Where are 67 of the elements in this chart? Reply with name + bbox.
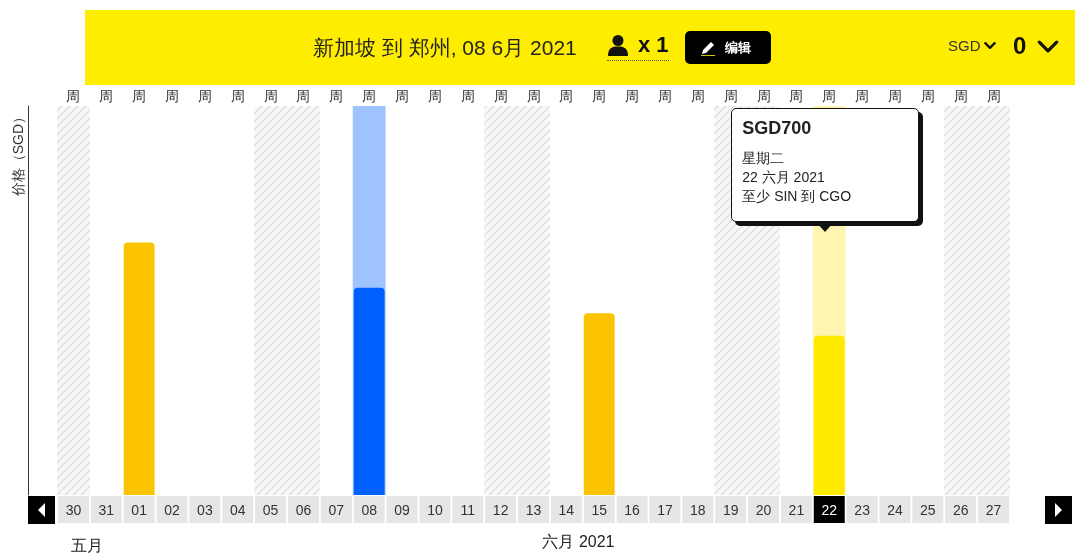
text: 周 bbox=[559, 88, 574, 104]
x-tick-label: 11 bbox=[460, 501, 476, 518]
x-tick-label: 27 bbox=[985, 501, 1002, 518]
text: 周 bbox=[230, 88, 245, 104]
x-tick-label: 12 bbox=[492, 501, 509, 518]
chart-title: 新加坡 到 郑州, 08 6月 2021 bbox=[313, 36, 577, 59]
x-tick-label: 07 bbox=[328, 501, 345, 518]
x-tick-label: 04 bbox=[229, 501, 246, 518]
x-tick-label: 16 bbox=[624, 501, 641, 518]
text: 周 bbox=[592, 88, 607, 104]
x-tick-label: 19 bbox=[722, 501, 739, 518]
text: 五月 bbox=[71, 536, 103, 556]
x-tick-label: 13 bbox=[525, 501, 542, 518]
text: 周 bbox=[526, 88, 541, 104]
x-tick-label: 30 bbox=[65, 501, 82, 518]
text: 周 bbox=[460, 88, 475, 104]
text: 周 bbox=[362, 88, 377, 104]
x-tick-label: 01 bbox=[131, 501, 148, 518]
text: 周 bbox=[887, 88, 902, 104]
x-tick-label: 09 bbox=[394, 501, 411, 518]
x-tick-label: 24 bbox=[887, 501, 903, 518]
x-tick-label: 26 bbox=[952, 501, 969, 518]
x-tick-label: 10 bbox=[427, 501, 443, 518]
text: SGD700 星期二 22 六月 2021 至少 SIN 到 CGO bbox=[742, 117, 853, 206]
text: 周 bbox=[165, 88, 180, 104]
text: 周 bbox=[66, 88, 81, 104]
text: SGD bbox=[948, 37, 981, 54]
text: 周 bbox=[756, 88, 771, 104]
x-tick-label: 08 bbox=[361, 501, 378, 518]
text: 0 bbox=[1013, 32, 1027, 60]
text: 周 bbox=[723, 88, 738, 104]
text: 周 bbox=[132, 88, 147, 104]
x-tick-label: 15 bbox=[591, 501, 608, 518]
text: 周 bbox=[427, 88, 442, 104]
text: x 1 bbox=[638, 32, 669, 58]
text: 周 bbox=[263, 88, 278, 104]
x-tick-label: 05 bbox=[262, 501, 279, 518]
x-tick-label: 06 bbox=[295, 501, 312, 518]
text: 周 bbox=[986, 88, 1001, 104]
x-tick-label: 23 bbox=[854, 501, 871, 518]
edit-button: 编辑 bbox=[685, 31, 771, 64]
text: 周 bbox=[493, 88, 508, 104]
x-tick-label: 02 bbox=[164, 501, 181, 518]
text: 周 bbox=[329, 88, 344, 104]
x-tick-label: 21 bbox=[788, 501, 805, 518]
x-tick-label: 03 bbox=[197, 501, 213, 518]
text: 周 bbox=[822, 88, 837, 104]
x-tick-label: 18 bbox=[690, 501, 706, 518]
x-tick-label: 20 bbox=[755, 501, 772, 518]
text: 周 bbox=[296, 88, 311, 104]
text: 周 bbox=[855, 88, 870, 104]
x-tick-label: 25 bbox=[920, 501, 936, 518]
text: 周 bbox=[690, 88, 705, 104]
x-tick-label: 31 bbox=[98, 501, 115, 518]
x-tick-label: 14 bbox=[558, 501, 575, 518]
text: 周 bbox=[789, 88, 804, 104]
y-axis-title: 价格（SGD） bbox=[10, 110, 26, 198]
x-tick-label: 22 bbox=[821, 501, 838, 518]
text: 周 bbox=[197, 88, 212, 104]
x-axis-title: 六月 2021 bbox=[542, 532, 615, 550]
text: 周 bbox=[920, 88, 935, 104]
text: 周 bbox=[99, 88, 114, 104]
x-tick-label: 17 bbox=[657, 501, 673, 518]
text: 周 bbox=[625, 88, 640, 104]
text: 周 bbox=[953, 88, 968, 104]
text: 周 bbox=[657, 88, 672, 104]
text: 周 bbox=[395, 88, 410, 104]
